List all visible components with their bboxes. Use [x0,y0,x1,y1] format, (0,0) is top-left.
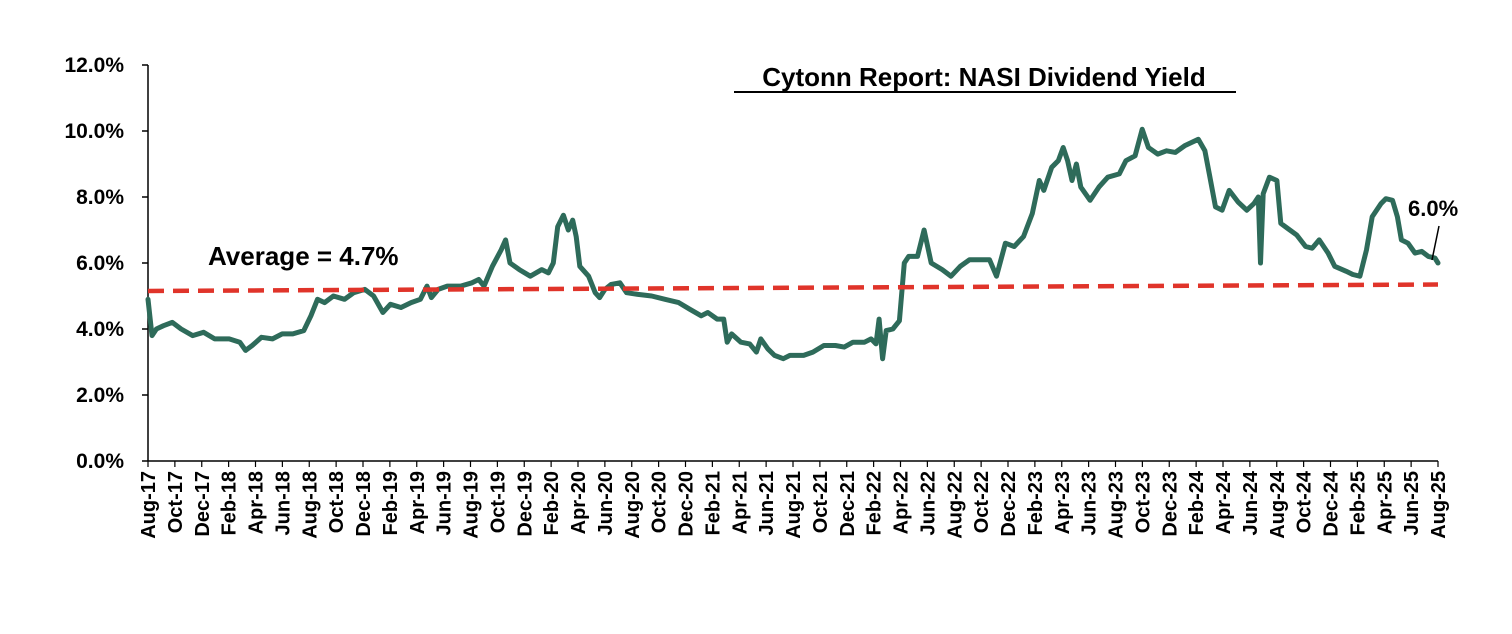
x-axis: Aug-17 Oct-17 Dec-17 Feb-18 Apr-18 Jun-18 Aug-… [138,460,1450,539]
end-value-label: 6.0% [1408,196,1458,221]
y-tick-label: 2.0% [76,384,124,407]
end-value-leader-line [1431,225,1440,261]
x-tick-label: Aug-23 [1106,471,1128,539]
series-layer [145,126,1441,362]
y-tick-label: 0.0% [76,450,124,473]
average-trend-line [147,282,1439,294]
x-tick-label: Jun-25 [1401,471,1423,535]
x-tick-label: Apr-24 [1213,470,1235,534]
x-tick-label: Feb-19 [380,471,402,535]
x-tick-label: Oct-23 [1132,471,1154,533]
x-tick-label: Oct-18 [326,471,348,533]
x-tick-label: Dec-17 [192,471,214,537]
x-tick-label: Aug-18 [299,471,321,539]
x-tick-label: Oct-20 [649,471,671,533]
x-tick-label: Aug-24 [1267,470,1289,539]
x-tick-label: Feb-18 [219,471,241,535]
x-tick-label: Aug-21 [783,471,805,539]
x-tick-label: Jun-21 [756,471,778,535]
x-tick-label: Feb-25 [1347,471,1369,535]
x-tick-label: Jun-20 [595,471,617,535]
x-tick-label: Oct-19 [487,471,509,533]
x-tick-label: Aug-17 [138,471,160,539]
y-tick-label: 6.0% [76,252,124,275]
x-tick-label: Apr-19 [407,471,429,534]
x-tick-label: Feb-24 [1186,470,1208,535]
x-tick-label: Oct-21 [810,471,832,533]
x-tick-label: Feb-21 [702,471,724,535]
x-tick-label: Apr-20 [568,471,590,534]
x-tick-label: Apr-25 [1374,471,1396,534]
x-tick-label: Aug-19 [461,471,483,539]
x-tick-label: Jun-19 [434,471,456,535]
x-tick-label: Apr-22 [891,471,913,534]
x-tick-label: Oct-22 [971,471,993,533]
x-tick-label: Apr-18 [246,471,268,534]
x-tick-label: Oct-17 [165,471,187,533]
y-tick-label: 8.0% [76,186,124,209]
x-tick-label: Jun-18 [272,471,294,535]
x-tick-label: Apr-23 [1052,471,1074,534]
y-axis: 0.0% 2.0% 4.0% 6.0% 8.0% 10.0% 12.0% [64,54,149,473]
x-tick-label: Dec-22 [998,471,1020,537]
x-tick-label: Dec-21 [837,471,859,537]
x-tick-label: Feb-22 [864,471,886,535]
chart-title: Cytonn Report: NASI Dividend Yield [762,62,1205,92]
x-tick-label: Oct-24 [1294,470,1316,533]
x-tick-label: Dec-20 [676,471,698,537]
x-tick-label: Jun-22 [917,471,939,535]
x-tick-label: Dec-23 [1159,471,1181,537]
x-tick-label: Aug-22 [944,471,966,539]
y-tick-label: 12.0% [64,54,124,77]
x-tick-label: Feb-20 [541,471,563,535]
y-tick-label: 10.0% [64,120,124,143]
x-tick-label: Feb-23 [1025,471,1047,535]
x-tick-label: Dec-18 [353,471,375,537]
x-tick-label: Aug-25 [1428,471,1450,539]
x-tick-label: Dec-24 [1321,470,1343,536]
y-tick-label: 4.0% [76,318,124,341]
x-tick-label: Dec-19 [514,471,536,537]
x-tick-label: Jun-23 [1079,471,1101,535]
x-tick-label: Jun-24 [1240,470,1262,535]
dividend-yield-line [145,126,1441,362]
x-tick-label: Aug-20 [622,471,644,539]
x-tick-label: Apr-21 [729,471,751,534]
average-annotation: Average = 4.7% [208,241,399,271]
